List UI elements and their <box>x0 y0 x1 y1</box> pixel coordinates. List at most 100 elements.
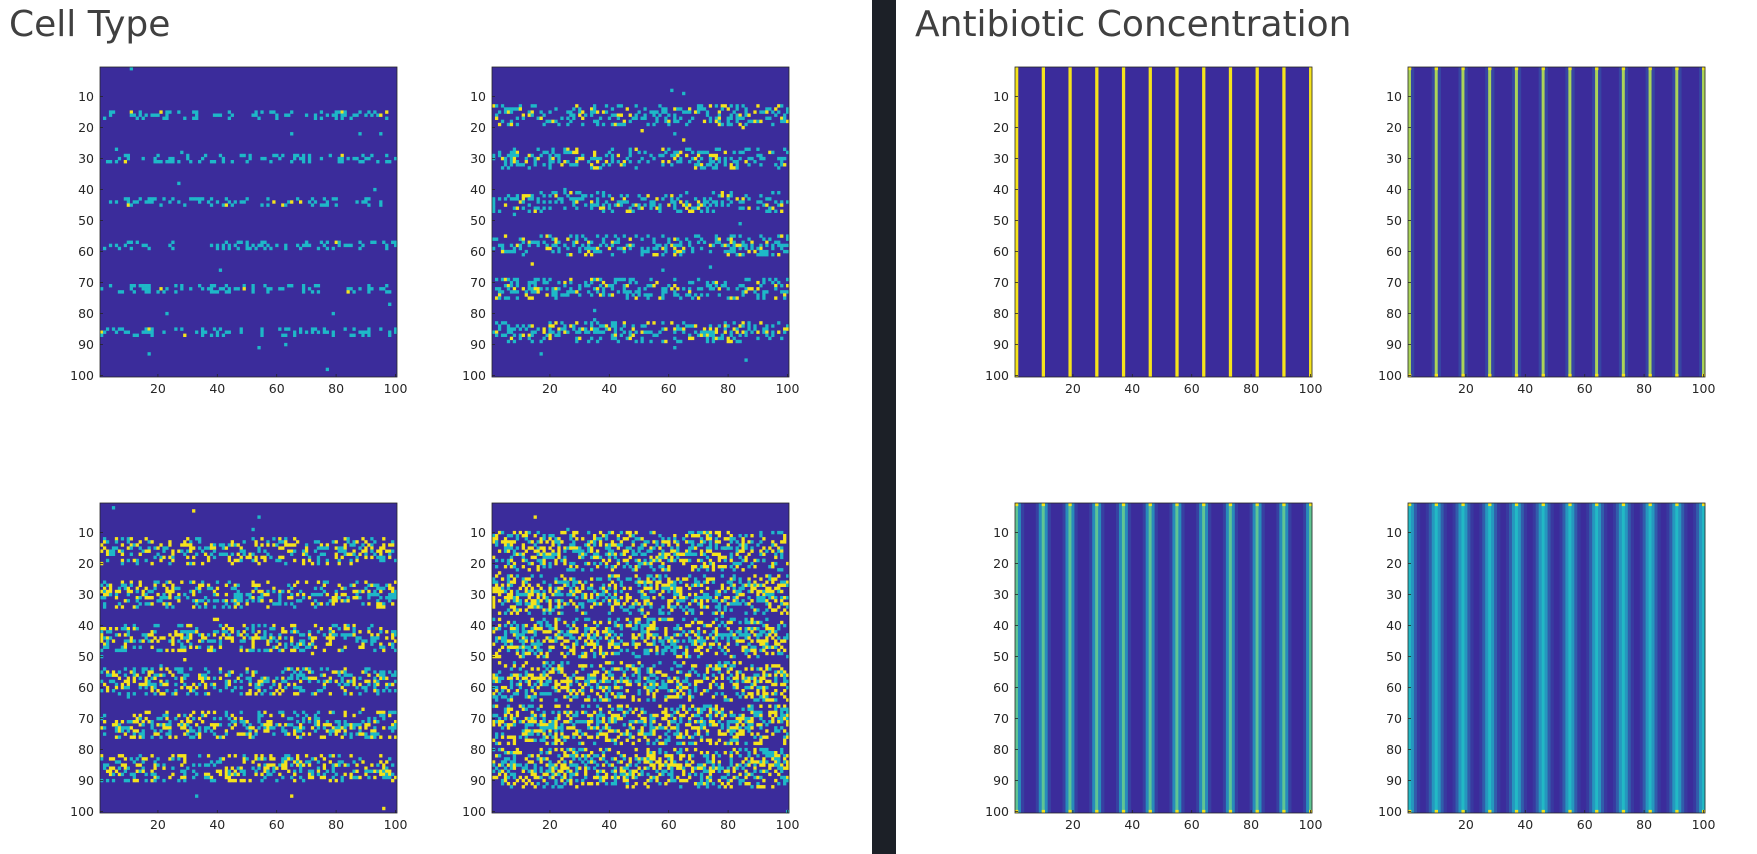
heatmap-cell <box>132 543 136 547</box>
heatmap-cell <box>699 156 704 161</box>
heatmap-cell <box>512 160 517 164</box>
heatmap-cell <box>509 760 514 764</box>
heatmap-cell <box>322 327 327 331</box>
heatmap-cell <box>587 240 591 244</box>
heatmap-cell <box>628 119 632 124</box>
heatmap-cell <box>533 543 537 547</box>
heatmap-cell <box>598 732 603 736</box>
heatmap-cell <box>126 630 130 634</box>
heatmap-cell <box>527 760 531 764</box>
heatmap-cell <box>607 206 612 210</box>
heatmap-cell <box>233 679 237 684</box>
x-tick-label: 100 <box>384 381 408 396</box>
heatmap-cell <box>361 333 365 337</box>
heatmap-cell <box>132 645 136 649</box>
heatmap-cell <box>227 772 231 777</box>
heatmap-cell <box>331 766 335 770</box>
heatmap-cell <box>506 166 511 170</box>
heatmap-cell <box>714 234 719 238</box>
heatmap-cell <box>664 119 668 124</box>
heatmap-cell <box>275 602 279 606</box>
heatmap-cell <box>290 716 294 721</box>
heatmap-cell <box>527 577 531 581</box>
heatmap-cell <box>705 113 710 117</box>
heatmap-cell <box>640 206 644 210</box>
heatmap-cell <box>156 290 160 294</box>
heatmap-cell <box>509 150 514 155</box>
heatmap-cell <box>587 676 591 680</box>
heatmap-cell <box>313 327 318 331</box>
heatmap-cell <box>355 589 359 594</box>
heatmap-cell <box>509 327 514 331</box>
heatmap-cell <box>328 710 332 715</box>
heatmap-cell <box>108 552 113 556</box>
heatmap-cell <box>224 197 229 201</box>
heatmap-cell <box>269 287 273 291</box>
heatmap-cell <box>373 729 377 733</box>
heatmap-cell <box>337 549 341 553</box>
heatmap-cell <box>640 339 644 344</box>
heatmap-cell <box>563 561 567 566</box>
heatmap-cell <box>156 775 160 780</box>
heatmap-cell <box>587 735 591 739</box>
heatmap-cell <box>322 682 327 687</box>
heatmap-cell <box>786 107 790 111</box>
heatmap-cell <box>590 293 594 297</box>
heatmap-cell <box>492 695 496 699</box>
heatmap-cell <box>281 627 285 631</box>
heatmap-cell <box>171 766 175 770</box>
heatmap-cell <box>343 543 347 547</box>
heatmap-cell <box>248 778 252 783</box>
heatmap-cell <box>192 630 196 634</box>
heatmap-cell <box>575 206 579 210</box>
heatmap-cell <box>735 107 739 111</box>
heatmap-cell <box>296 735 300 739</box>
heatmap-cell <box>530 710 534 715</box>
heatmap-cell <box>542 555 546 560</box>
heatmap-cell <box>786 277 790 282</box>
heatmap-cell <box>554 698 558 702</box>
heatmap-cell <box>503 772 508 777</box>
heatmap-cell <box>266 580 270 584</box>
heatmap-cell <box>575 336 579 341</box>
heatmap-cell <box>200 156 205 161</box>
y-tick-label: 30 <box>470 151 486 166</box>
heatmap-cell <box>786 249 790 254</box>
heatmap-cell <box>563 645 567 649</box>
heatmap-cell <box>325 723 329 727</box>
heatmap-cell <box>105 636 110 640</box>
heatmap-cell <box>509 543 514 547</box>
heatmap-cell <box>584 284 588 288</box>
heatmap-cell <box>613 234 618 238</box>
heatmap-cell <box>569 710 573 715</box>
heatmap-cell <box>747 156 751 161</box>
heatmap-cell <box>551 769 555 773</box>
heatmap-cell <box>524 716 528 721</box>
heatmap-cell <box>171 197 175 201</box>
heatmap-cell <box>575 676 579 680</box>
heatmap-cell <box>560 321 564 325</box>
heatmap-cell <box>159 735 163 739</box>
heatmap-cell <box>515 778 520 783</box>
heatmap-cell <box>497 153 502 158</box>
heatmap-cell <box>503 277 508 282</box>
heatmap-cell <box>777 191 781 195</box>
heatmap-cell <box>227 243 231 248</box>
heatmap-cell <box>177 670 181 674</box>
heatmap-cell <box>266 243 270 248</box>
heatmap-cell <box>539 592 543 597</box>
heatmap-cell <box>310 726 315 730</box>
heatmap-cell <box>554 540 558 544</box>
heatmap-cell <box>765 327 769 331</box>
heatmap-cell <box>376 602 380 606</box>
heatmap-cell <box>260 555 264 560</box>
heatmap-cell <box>203 602 208 606</box>
heatmap-cell <box>126 639 130 643</box>
panel-divider[interactable] <box>872 0 896 854</box>
heatmap-cell <box>560 605 564 609</box>
heatmap-cell <box>578 766 582 770</box>
heatmap-cell <box>281 153 285 158</box>
heatmap-cell <box>301 592 306 597</box>
heatmap-cell <box>744 358 748 362</box>
heatmap-cell <box>370 537 374 541</box>
